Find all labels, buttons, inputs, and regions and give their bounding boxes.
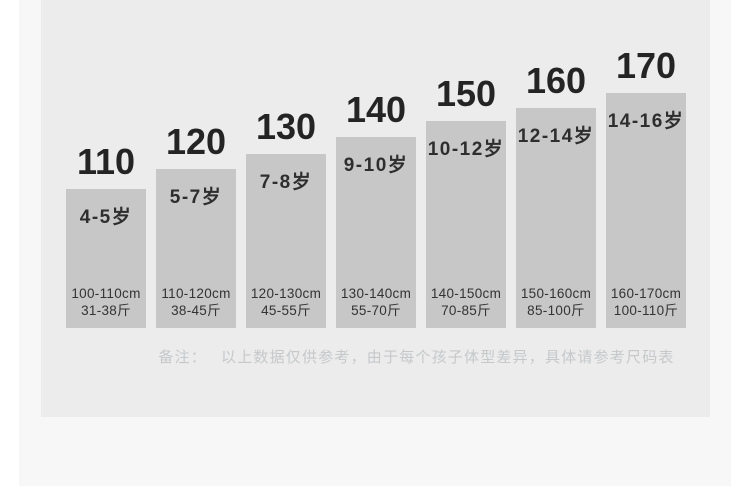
size-bar: 14-16岁 160-170cm 100-110斤 (606, 93, 686, 328)
note-text: 以上数据仅供参考，由于每个孩子体型差异，具体请参考尺码表 (221, 349, 675, 366)
size-number: 150 (435, 73, 497, 114)
size-number: 170 (615, 45, 677, 86)
height-weight-label: 140-150cm 70-85斤 (431, 285, 501, 320)
age-range-label: 5-7岁 (169, 187, 223, 208)
age-range-label: 9-10岁 (343, 155, 409, 176)
height-weight-label: 150-160cm 85-100斤 (521, 285, 591, 320)
note-label: 备注： (158, 349, 207, 366)
size-bar: 10-12岁 140-150cm 70-85斤 (426, 121, 506, 328)
size-bar: 12-14岁 150-160cm 85-100斤 (516, 108, 596, 328)
height-range: 110-120cm (161, 285, 231, 301)
size-bar: 4-5岁 100-110cm 31-38斤 (66, 189, 146, 328)
weight-range: 55-70斤 (351, 303, 401, 319)
weight-range: 38-45斤 (171, 303, 221, 319)
age-range-label: 4-5岁 (79, 207, 133, 228)
height-weight-label: 160-170cm 100-110斤 (611, 285, 681, 320)
size-number: 120 (165, 121, 227, 162)
age-range-label: 10-12岁 (427, 139, 505, 160)
size-number: 160 (525, 60, 587, 101)
age-range-label: 12-14岁 (517, 126, 595, 147)
size-chart-panel: 110 4-5岁 100-110cm 31-38斤 120 5-7岁 110-1… (41, 0, 710, 417)
weight-range: 70-85斤 (441, 303, 491, 319)
height-range: 100-110cm (71, 285, 141, 301)
size-bar: 5-7岁 110-120cm 38-45斤 (156, 169, 236, 328)
size-number: 130 (255, 106, 317, 147)
age-range-label: 7-8岁 (259, 172, 313, 193)
size-column-110: 110 4-5岁 100-110cm 31-38斤 (66, 144, 146, 328)
height-weight-label: 100-110cm 31-38斤 (71, 285, 140, 320)
size-column-170: 170 14-16岁 160-170cm 100-110斤 (606, 48, 686, 328)
height-weight-label: 120-130cm 45-55斤 (251, 285, 321, 320)
height-range: 130-140cm (340, 285, 412, 301)
size-column-120: 120 5-7岁 110-120cm 38-45斤 (156, 124, 236, 328)
height-range: 150-160cm (520, 285, 592, 301)
size-number: 140 (345, 89, 407, 130)
size-column-150: 150 10-12岁 140-150cm 70-85斤 (426, 76, 506, 328)
size-number: 110 (76, 141, 136, 182)
size-bar: 9-10岁 130-140cm 55-70斤 (336, 137, 416, 328)
weight-range: 100-110斤 (613, 303, 679, 319)
height-range: 160-170cm (610, 285, 682, 301)
size-bar-chart: 110 4-5岁 100-110cm 31-38斤 120 5-7岁 110-1… (66, 0, 686, 328)
age-range-label: 14-16岁 (607, 111, 685, 132)
height-range: 140-150cm (430, 285, 502, 301)
size-column-140: 140 9-10岁 130-140cm 55-70斤 (336, 92, 416, 328)
size-bar: 7-8岁 120-130cm 45-55斤 (246, 154, 326, 328)
weight-range: 85-100斤 (527, 303, 585, 319)
height-weight-label: 130-140cm 55-70斤 (341, 285, 411, 320)
weight-range: 31-38斤 (81, 303, 131, 319)
height-range: 120-130cm (250, 285, 322, 301)
weight-range: 45-55斤 (261, 303, 311, 319)
height-weight-label: 110-120cm 38-45斤 (161, 285, 230, 320)
size-column-160: 160 12-14岁 150-160cm 85-100斤 (516, 63, 596, 328)
size-column-130: 130 7-8岁 120-130cm 45-55斤 (246, 109, 326, 328)
disclaimer-note: 备注： 以上数据仅供参考，由于每个孩子体型差异，具体请参考尺码表 (82, 346, 750, 367)
